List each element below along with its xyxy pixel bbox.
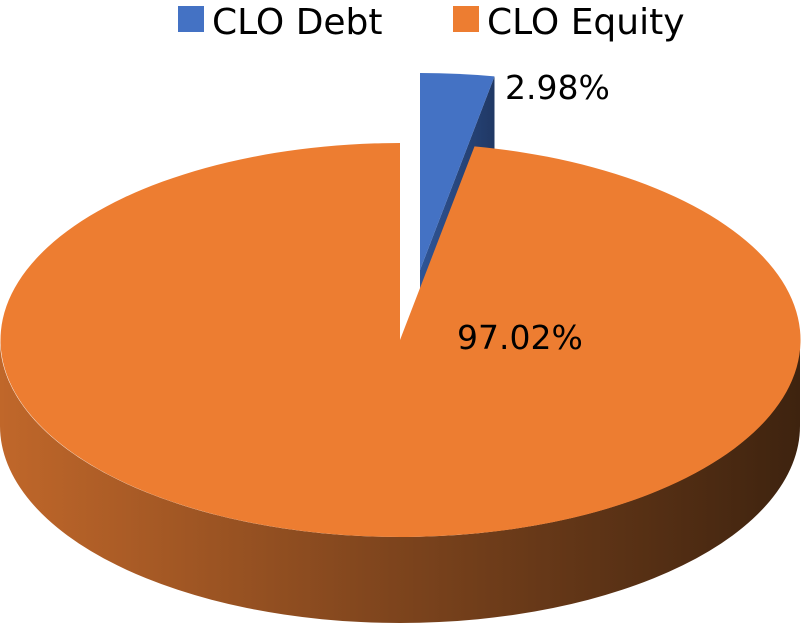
legend-swatch-debt	[178, 6, 204, 32]
slice-equity	[0, 143, 801, 537]
slice-equity-side	[0, 340, 800, 623]
slices	[0, 72, 801, 623]
data-label-debt: 2.98%	[505, 68, 610, 107]
legend-swatch-equity	[453, 6, 479, 32]
legend-label-equity: CLO Equity	[487, 2, 685, 43]
legend-item-debt: CLO Debt	[178, 2, 383, 43]
legend-item-equity: CLO Equity	[453, 2, 685, 43]
legend-label-debt: CLO Debt	[212, 2, 383, 43]
legend: CLO Debt CLO Equity	[178, 2, 685, 43]
data-label-equity: 97.02%	[457, 318, 583, 357]
slice-debt	[420, 72, 495, 270]
